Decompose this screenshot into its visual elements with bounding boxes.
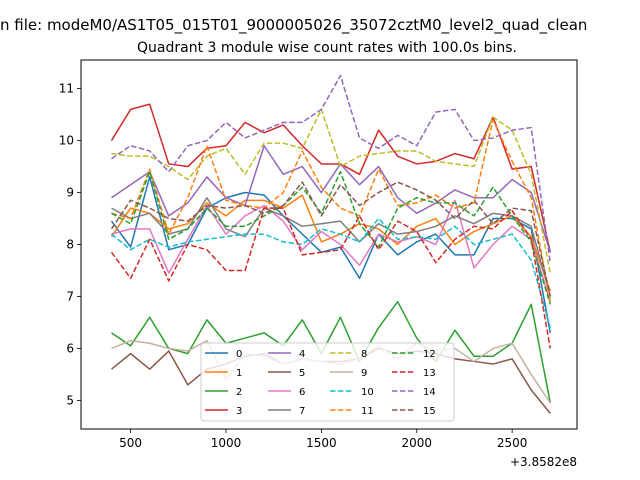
series-line-11 [111, 119, 552, 302]
series-line-8 [111, 108, 552, 274]
legend-label-6: 6 [299, 387, 305, 398]
x-axis-offset-label: +3.8582e8 [510, 455, 577, 469]
legend-label-1: 1 [236, 368, 242, 379]
y-tick-label-10: 10 [59, 134, 74, 148]
figure-suptitle: n file: modeM0/AS1T05_015T01_9000005026_… [0, 16, 587, 35]
legend-label-14: 14 [423, 387, 436, 398]
x-tick-label-1000: 1000 [211, 436, 242, 450]
legend-label-3: 3 [236, 406, 242, 417]
x-axis-ticks: 500 1000 1500 2000 2500 [119, 429, 527, 450]
y-tick-label-11: 11 [59, 82, 74, 96]
y-tick-label-9: 9 [66, 186, 74, 200]
series-line-13 [110, 207, 552, 349]
series-layer [110, 74, 552, 414]
series-line-6 [111, 199, 552, 302]
legend-label-8: 8 [361, 349, 367, 360]
series-line-4 [111, 145, 552, 253]
legend-label-10: 10 [361, 387, 374, 398]
legend-label-0: 0 [236, 349, 242, 360]
y-tick-label-5: 5 [66, 393, 74, 407]
x-tick-label-2000: 2000 [401, 436, 432, 450]
x-tick-label-1500: 1500 [306, 436, 337, 450]
series-line-14 [111, 74, 552, 263]
legend-label-7: 7 [299, 406, 305, 417]
legend-box [200, 342, 455, 422]
x-tick-label-2500: 2500 [497, 436, 528, 450]
series-line-7 [111, 196, 552, 297]
legend-label-12: 12 [423, 349, 436, 360]
legend-label-9: 9 [361, 368, 367, 379]
chart-title: Quadrant 3 module wise count rates with … [137, 40, 517, 56]
legend-label-5: 5 [299, 368, 305, 379]
y-axis-ticks: 5 6 7 8 9 10 11 [59, 82, 81, 407]
series-line-12 [111, 170, 552, 305]
legend-label-15: 15 [423, 406, 436, 417]
y-tick-label-6: 6 [66, 341, 74, 355]
legend-label-11: 11 [361, 406, 374, 417]
legend-label-13: 13 [423, 368, 436, 379]
series-line-10 [111, 217, 552, 328]
series-line-15 [110, 181, 552, 297]
series-line-2 [111, 300, 552, 404]
y-tick-label-7: 7 [66, 289, 74, 303]
x-tick-label-500: 500 [119, 436, 142, 450]
series-line-3 [110, 103, 552, 253]
legend-label-2: 2 [236, 387, 242, 398]
y-tick-label-8: 8 [66, 238, 74, 252]
legend-label-4: 4 [299, 349, 305, 360]
